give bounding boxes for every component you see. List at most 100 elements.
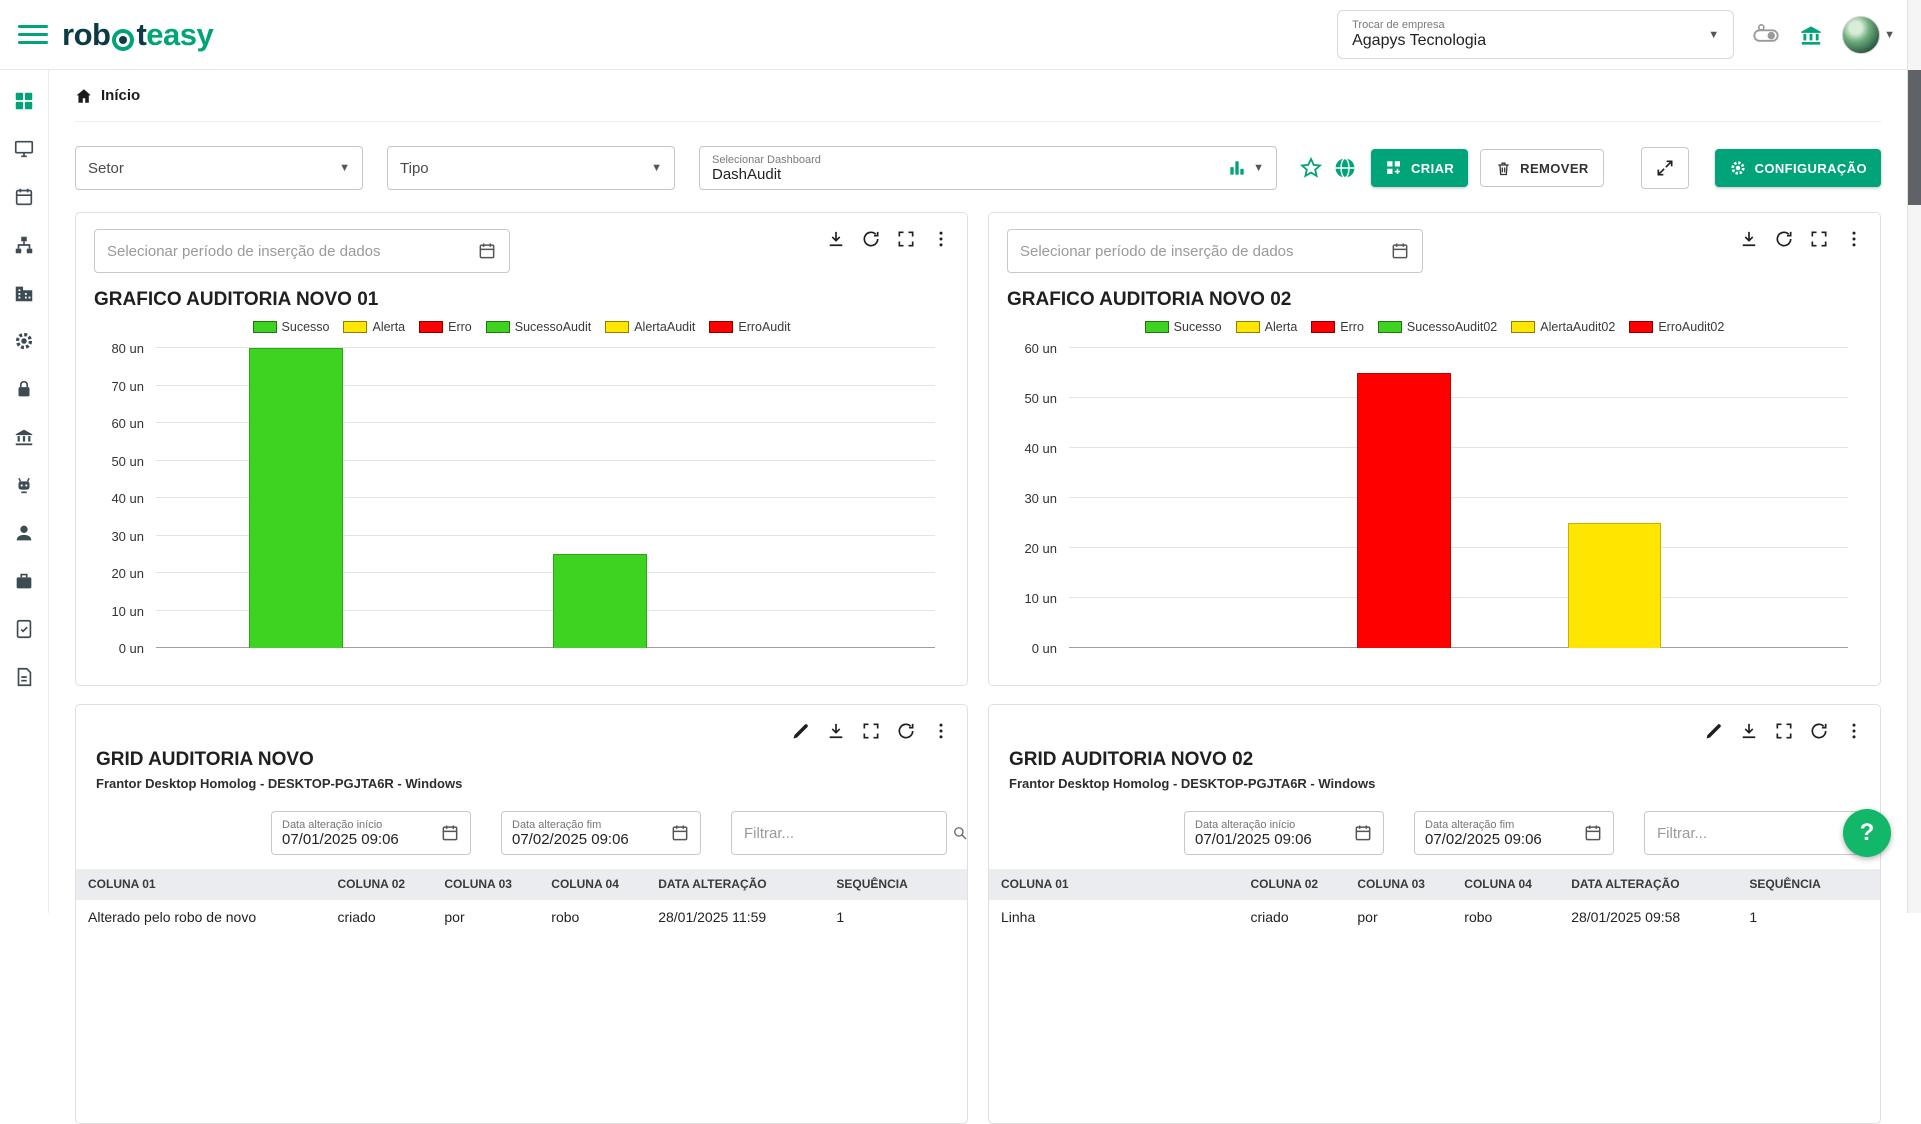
filter-input[interactable] [744, 825, 943, 842]
date-start-field[interactable]: Data alteração início 07/01/2025 09:06 [1184, 811, 1384, 855]
column-header[interactable]: COLUNA 01 [76, 869, 325, 900]
date-start-field[interactable]: Data alteração início 07/01/2025 09:06 [271, 811, 471, 855]
column-header[interactable]: COLUNA 04 [539, 869, 646, 900]
globe-icon[interactable] [1333, 156, 1357, 180]
expand-layout-button[interactable] [1641, 147, 1689, 189]
main-content: Início Setor ▼ Tipo ▼ Selecionar Dashboa… [49, 70, 1907, 913]
column-header[interactable]: SEQUÊNCIA [1737, 869, 1880, 900]
sidebar-item-security[interactable] [13, 378, 35, 400]
vertical-scrollbar[interactable] [1907, 0, 1921, 913]
more-options-icon[interactable] [931, 229, 951, 249]
refresh-icon[interactable] [1809, 721, 1829, 741]
sidebar-item-dashboard[interactable] [13, 90, 35, 112]
column-header[interactable]: DATA ALTERAÇÃO [1559, 869, 1737, 900]
y-axis-label: 20 un [1007, 541, 1057, 556]
chart-type-icon[interactable] [1227, 158, 1247, 178]
sidebar-item-tasks[interactable] [13, 618, 35, 640]
legend-swatch [253, 321, 277, 333]
dashboard-select[interactable]: Selecionar Dashboard DashAudit ▼ [699, 146, 1277, 190]
column-header[interactable]: COLUNA 04 [1452, 869, 1559, 900]
sidebar-item-company[interactable] [13, 282, 35, 304]
grid-title: GRID AUDITORIA NOVO [96, 749, 947, 771]
breadcrumb-home-label[interactable]: Início [101, 87, 140, 104]
filter-field[interactable] [1644, 811, 1860, 855]
download-icon[interactable] [1739, 229, 1759, 249]
legend-item: Sucesso [1145, 320, 1222, 334]
calendar-icon[interactable] [1583, 823, 1603, 843]
column-header[interactable]: DATA ALTERAÇÃO [646, 869, 824, 900]
grid-subtitle: Frantor Desktop Homolog - DESKTOP-PGJTA6… [96, 776, 947, 791]
fullscreen-icon[interactable] [896, 229, 916, 249]
more-options-icon[interactable] [931, 721, 951, 741]
download-icon[interactable] [826, 721, 846, 741]
sidebar-item-briefcase[interactable] [13, 570, 35, 592]
calendar-icon[interactable] [1353, 823, 1373, 843]
remover-button[interactable]: REMOVER [1480, 149, 1604, 187]
chevron-down-icon[interactable]: ▼ [1253, 162, 1264, 174]
calendar-icon[interactable] [670, 823, 690, 843]
theme-toggle-icon[interactable] [1752, 21, 1780, 49]
filter-input[interactable] [1657, 825, 1856, 842]
calendar-icon[interactable] [1390, 241, 1410, 261]
fullscreen-icon[interactable] [1809, 229, 1829, 249]
column-header[interactable]: COLUNA 03 [1345, 869, 1452, 900]
period-picker[interactable] [94, 229, 510, 273]
chart-card-2: GRAFICO AUDITORIA NOVO 02 SucessoAlertaE… [988, 212, 1881, 686]
tipo-select[interactable]: Tipo ▼ [387, 146, 675, 190]
column-header[interactable]: COLUNA 01 [989, 869, 1238, 900]
more-options-icon[interactable] [1844, 229, 1864, 249]
date-end-field[interactable]: Data alteração fim 07/02/2025 09:06 [1414, 811, 1614, 855]
user-menu[interactable]: ▼ [1842, 16, 1895, 54]
calendar-icon[interactable] [440, 823, 460, 843]
column-header[interactable]: COLUNA 02 [1238, 869, 1345, 900]
period-input[interactable] [107, 243, 469, 260]
refresh-icon[interactable] [1774, 229, 1794, 249]
sidebar-item-robot[interactable] [13, 474, 35, 496]
grid-cards-row: GRID AUDITORIA NOVO Frantor Desktop Homo… [75, 704, 1881, 1124]
table-cell: 28/01/2025 11:59 [646, 900, 824, 935]
fullscreen-icon[interactable] [861, 721, 881, 741]
sidebar-item-report[interactable] [13, 666, 35, 688]
period-picker[interactable] [1007, 229, 1423, 273]
search-icon[interactable] [951, 824, 969, 842]
setor-select[interactable]: Setor ▼ [75, 146, 363, 190]
home-icon[interactable] [75, 87, 93, 105]
criar-button-label: CRIAR [1411, 161, 1454, 176]
sidebar-item-settings[interactable] [13, 330, 35, 352]
more-options-icon[interactable] [1844, 721, 1864, 741]
fullscreen-icon[interactable] [1774, 721, 1794, 741]
configuracao-button[interactable]: CONFIGURAÇÃO [1715, 149, 1881, 187]
column-header[interactable]: COLUNA 02 [325, 869, 432, 900]
calendar-icon[interactable] [477, 241, 497, 261]
favorite-star-icon[interactable] [1299, 156, 1323, 180]
company-select[interactable]: Trocar de empresa Agapys Tecnologia ▼ [1337, 10, 1734, 59]
criar-button[interactable]: CRIAR [1371, 149, 1468, 187]
refresh-icon[interactable] [896, 721, 916, 741]
sidebar-item-monitor[interactable] [13, 138, 35, 160]
help-button[interactable]: ? [1843, 809, 1891, 857]
menu-icon[interactable] [18, 20, 48, 50]
company-module-icon[interactable] [1798, 22, 1824, 48]
column-header[interactable]: COLUNA 03 [432, 869, 539, 900]
sidebar-item-workflow[interactable] [13, 234, 35, 256]
y-axis-label: 20 un [94, 566, 144, 581]
avatar[interactable] [1842, 16, 1880, 54]
sidebar-item-calendar[interactable] [13, 186, 35, 208]
date-end-field[interactable]: Data alteração fim 07/02/2025 09:06 [501, 811, 701, 855]
refresh-icon[interactable] [861, 229, 881, 249]
table-cell: Alterado pelo robo de novo [76, 900, 325, 935]
filter-field[interactable] [731, 811, 947, 855]
column-header[interactable]: SEQUÊNCIA [824, 869, 967, 900]
scrollbar-thumb[interactable] [1908, 70, 1921, 205]
download-icon[interactable] [826, 229, 846, 249]
edit-icon[interactable] [1704, 721, 1724, 741]
period-input[interactable] [1020, 243, 1382, 260]
download-icon[interactable] [1739, 721, 1759, 741]
edit-icon[interactable] [791, 721, 811, 741]
sidebar-item-user[interactable] [13, 522, 35, 544]
sidebar-item-bank[interactable] [13, 426, 35, 448]
